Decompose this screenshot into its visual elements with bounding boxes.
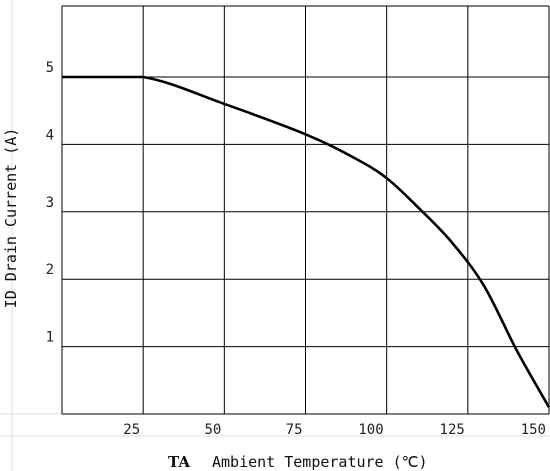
x-tick-label: 50 bbox=[204, 422, 221, 438]
y-tick-label: 5 bbox=[46, 60, 54, 76]
y-tick-label: 1 bbox=[46, 330, 54, 346]
y-axis-title: ID Drain Current (A) bbox=[2, 128, 20, 309]
tick-labels: 25 50 75 100 125 150 1 2 3 4 5 bbox=[46, 60, 546, 438]
x-axis-symbol: TA bbox=[168, 453, 190, 471]
chart-grid bbox=[61, 5, 550, 415]
y-tick-label: 4 bbox=[46, 127, 54, 143]
x-tick-label: 25 bbox=[123, 422, 140, 438]
x-axis-title: Ambient Temperature (℃) bbox=[212, 453, 428, 471]
series-line-drain-current bbox=[62, 75, 550, 408]
y-tick-label: 2 bbox=[46, 262, 54, 278]
x-tick-label: 125 bbox=[440, 422, 465, 438]
x-tick-label: 100 bbox=[358, 422, 383, 438]
x-tick-label: 150 bbox=[521, 422, 546, 438]
x-tick-label: 75 bbox=[286, 422, 303, 438]
y-tick-label: 3 bbox=[46, 195, 54, 211]
